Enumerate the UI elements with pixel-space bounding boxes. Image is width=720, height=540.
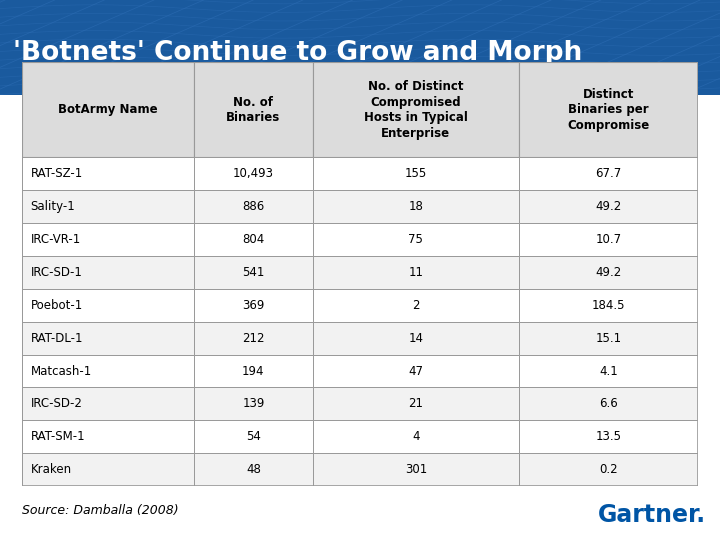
- Bar: [194, 256, 312, 289]
- Text: Poebot-1: Poebot-1: [30, 299, 83, 312]
- Bar: [194, 62, 312, 158]
- Text: 0.2: 0.2: [600, 463, 618, 476]
- Bar: [22, 420, 194, 453]
- Bar: [312, 158, 519, 190]
- Text: 13.5: 13.5: [595, 430, 622, 443]
- Bar: [519, 190, 698, 223]
- Text: 67.7: 67.7: [595, 167, 622, 180]
- Bar: [194, 355, 312, 387]
- Text: 4.1: 4.1: [599, 364, 618, 377]
- Bar: [519, 158, 698, 190]
- Text: 49.2: 49.2: [595, 266, 622, 279]
- Text: 14: 14: [408, 332, 423, 345]
- Text: 11: 11: [408, 266, 423, 279]
- Text: RAT-SZ-1: RAT-SZ-1: [30, 167, 83, 180]
- Bar: [312, 355, 519, 387]
- Text: 18: 18: [408, 200, 423, 213]
- Bar: [22, 289, 194, 322]
- Text: 10.7: 10.7: [595, 233, 622, 246]
- Bar: [22, 223, 194, 256]
- Bar: [194, 158, 312, 190]
- Text: 212: 212: [242, 332, 265, 345]
- Text: Gartner.: Gartner.: [598, 503, 706, 528]
- Bar: [22, 190, 194, 223]
- Text: 541: 541: [242, 266, 264, 279]
- Text: 4: 4: [412, 430, 420, 443]
- Text: 10,493: 10,493: [233, 167, 274, 180]
- Text: 75: 75: [408, 233, 423, 246]
- Bar: [194, 420, 312, 453]
- Text: 155: 155: [405, 167, 427, 180]
- Text: Sality-1: Sality-1: [30, 200, 75, 213]
- Text: No. of
Binaries: No. of Binaries: [226, 96, 281, 124]
- Bar: [312, 190, 519, 223]
- Bar: [519, 289, 698, 322]
- Text: RAT-DL-1: RAT-DL-1: [30, 332, 83, 345]
- Bar: [194, 322, 312, 355]
- Text: Distinct
Binaries per
Compromise: Distinct Binaries per Compromise: [567, 88, 650, 132]
- Bar: [312, 322, 519, 355]
- Bar: [312, 223, 519, 256]
- Text: RAT-SM-1: RAT-SM-1: [30, 430, 85, 443]
- Text: BotArmy Name: BotArmy Name: [58, 103, 158, 116]
- Text: 54: 54: [246, 430, 261, 443]
- Bar: [312, 387, 519, 420]
- Text: 301: 301: [405, 463, 427, 476]
- Bar: [519, 355, 698, 387]
- Text: 2: 2: [412, 299, 420, 312]
- Text: Source: Damballa (2008): Source: Damballa (2008): [22, 504, 179, 517]
- Text: 139: 139: [242, 397, 264, 410]
- Text: 369: 369: [242, 299, 264, 312]
- Bar: [194, 387, 312, 420]
- Bar: [22, 453, 194, 486]
- Bar: [194, 190, 312, 223]
- Text: 15.1: 15.1: [595, 332, 622, 345]
- Bar: [22, 387, 194, 420]
- Bar: [519, 387, 698, 420]
- Text: Matcash-1: Matcash-1: [30, 364, 91, 377]
- Text: 6.6: 6.6: [599, 397, 618, 410]
- Text: 184.5: 184.5: [592, 299, 626, 312]
- Bar: [312, 420, 519, 453]
- Text: IRC-SD-2: IRC-SD-2: [30, 397, 82, 410]
- Bar: [519, 62, 698, 158]
- Text: 21: 21: [408, 397, 423, 410]
- Bar: [194, 223, 312, 256]
- Text: 804: 804: [242, 233, 264, 246]
- Text: Kraken: Kraken: [30, 463, 71, 476]
- Bar: [312, 289, 519, 322]
- Text: IRC-VR-1: IRC-VR-1: [30, 233, 81, 246]
- Bar: [22, 256, 194, 289]
- Text: 194: 194: [242, 364, 265, 377]
- Bar: [22, 62, 194, 158]
- Text: No. of Distinct
Compromised
Hosts in Typical
Enterprise: No. of Distinct Compromised Hosts in Typ…: [364, 80, 468, 139]
- Bar: [22, 355, 194, 387]
- Bar: [22, 158, 194, 190]
- Bar: [194, 453, 312, 486]
- Bar: [22, 322, 194, 355]
- Text: IRC-SD-1: IRC-SD-1: [30, 266, 82, 279]
- Bar: [312, 453, 519, 486]
- Bar: [519, 420, 698, 453]
- Bar: [519, 453, 698, 486]
- Bar: [312, 62, 519, 158]
- Bar: [519, 223, 698, 256]
- Bar: [519, 256, 698, 289]
- Text: 886: 886: [242, 200, 264, 213]
- Bar: [312, 256, 519, 289]
- Text: 'Botnets' Continue to Grow and Morph: 'Botnets' Continue to Grow and Morph: [13, 40, 582, 66]
- Text: 49.2: 49.2: [595, 200, 622, 213]
- Text: 47: 47: [408, 364, 423, 377]
- Bar: [519, 322, 698, 355]
- Text: 48: 48: [246, 463, 261, 476]
- Bar: [194, 289, 312, 322]
